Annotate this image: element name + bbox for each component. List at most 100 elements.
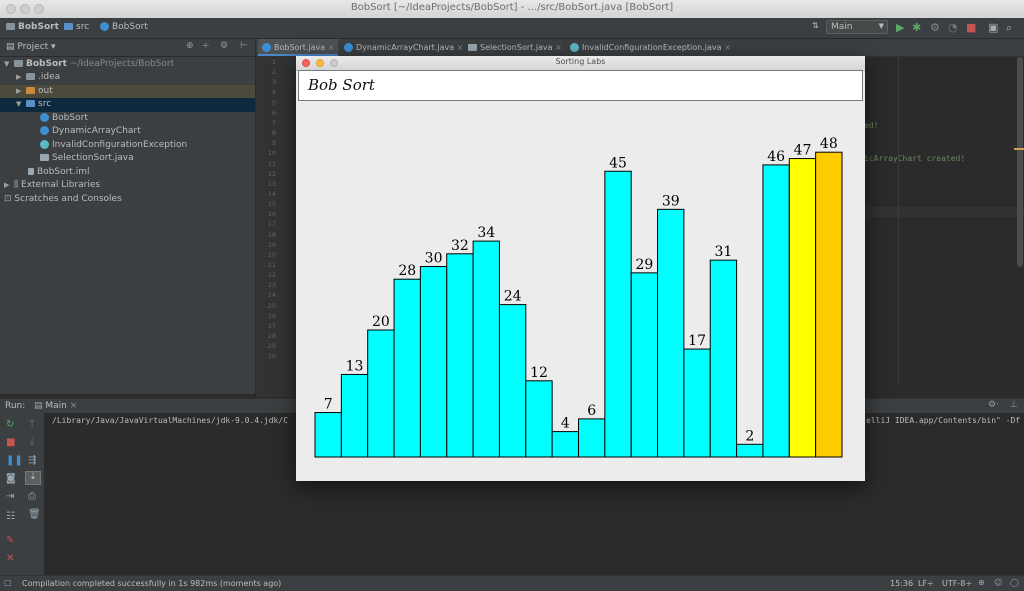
tree-item-scratches[interactable]: ⊡ Scratches and Consoles [4, 193, 122, 204]
bar [815, 151, 843, 458]
bar [393, 278, 421, 458]
gear-icon[interactable]: ⚙ [220, 41, 229, 51]
warning-marker[interactable] [1014, 148, 1024, 150]
bar [367, 329, 395, 458]
bar [551, 431, 579, 458]
console-command-tail: elliJ IDEA.app/Contents/bin" -Df [866, 416, 1021, 425]
target-icon[interactable]: ⊕ [186, 41, 194, 51]
tree-item-invalidconfigurationexception[interactable]: InvalidConfigurationException [0, 139, 255, 153]
run-config-select[interactable]: Main ▼ [826, 20, 888, 34]
build-icon[interactable]: ⇅ [812, 21, 819, 30]
line-number: 4 [271, 88, 276, 97]
inspector-icon[interactable]: ☺ [994, 578, 1003, 587]
line-number: 22 [267, 271, 276, 280]
tree-item-idea[interactable]: ▶ .idea [0, 71, 255, 85]
project-structure-icon[interactable]: ▣ [988, 21, 999, 34]
minimize-window-button[interactable] [316, 59, 324, 67]
event-log-icon[interactable]: ◯ [1010, 578, 1019, 587]
scroll-to-end-icon[interactable]: ⇣ [25, 471, 41, 485]
line-separator[interactable]: LF÷ [918, 579, 934, 588]
tree-root[interactable]: ▼ BobSort ~/IdeaProjects/BobSort [0, 58, 255, 72]
caret-position[interactable]: 15:36 [890, 579, 914, 588]
line-number: 20 [267, 250, 276, 259]
tab-dynamicarraychart[interactable]: DynamicArrayChart.java × [340, 39, 467, 56]
hide-panel-icon[interactable]: ⊥ [1010, 400, 1018, 410]
run-tab-main[interactable]: ▤ Main × [34, 401, 78, 411]
bar [419, 266, 448, 458]
breadcrumb-file[interactable]: BobSort [100, 22, 148, 32]
coverage-icon[interactable]: ⚙ [930, 21, 940, 34]
run-icon[interactable]: ▶ [896, 21, 905, 34]
folder-icon [64, 23, 73, 30]
debug-icon[interactable]: ✱ [912, 21, 922, 34]
lock-icon[interactable]: ⊕ [978, 578, 985, 587]
editor-scrollbar[interactable] [1017, 57, 1023, 267]
tab-bobsort[interactable]: BobSort.java × [258, 39, 339, 56]
close-tab-icon[interactable]: × [724, 43, 731, 52]
bar [736, 443, 764, 458]
collapse-icon[interactable]: ÷ [202, 41, 210, 51]
breadcrumb-project[interactable]: BobSort [6, 22, 59, 32]
zoom-window-button[interactable] [330, 59, 338, 67]
module-file-icon [28, 167, 34, 175]
project-panel: ▤ Project ▾ ⊕ ÷ ⚙ ⊢ ▼ BobSort ~/IdeaProje… [0, 39, 255, 394]
bar [525, 380, 553, 458]
tree-item-iml[interactable]: BobSort.iml [0, 166, 255, 180]
gear-icon[interactable]: ⚙· [988, 400, 999, 410]
bar [762, 164, 790, 458]
down-icon[interactable]: ↓ [28, 437, 37, 448]
line-number: 17 [267, 220, 276, 229]
close-window-button[interactable] [302, 59, 310, 67]
pause-icon[interactable]: ❚❚ [6, 455, 23, 466]
stop-icon[interactable]: ■ [966, 21, 977, 34]
close-tab-icon[interactable]: × [456, 43, 464, 52]
tree-item-external-libraries[interactable]: ▶ ⫼ External Libraries [0, 179, 255, 193]
zoom-window-button[interactable] [34, 4, 44, 14]
stop-icon[interactable]: ■ [6, 437, 16, 448]
hide-icon[interactable]: ⊢ [240, 41, 248, 51]
breadcrumb-src[interactable]: src [64, 22, 89, 32]
profile-icon[interactable]: ◔ [948, 21, 958, 34]
file-encoding[interactable]: UTF-8÷ [942, 579, 973, 588]
close-tab-icon[interactable]: × [555, 43, 562, 52]
exit-icon[interactable]: ⇥ [6, 491, 15, 502]
tree-item-src[interactable]: ▼ src [0, 98, 255, 112]
search-icon[interactable]: ⌕ [1006, 21, 1013, 34]
tree-item-dynamicarraychart[interactable]: DynamicArrayChart [0, 125, 255, 139]
tree-item-selectionsort[interactable]: SelectionSort.java [0, 152, 255, 166]
camera-icon[interactable]: ◙ [6, 473, 16, 484]
tab-invalidconfigurationexception[interactable]: InvalidConfigurationException.java × [566, 39, 735, 56]
collapsed-arrow-icon: ▶ [16, 73, 22, 81]
bar [340, 373, 369, 458]
bar-value-label: 24 [504, 289, 522, 305]
bar-value-label: 46 [767, 149, 785, 165]
tool-windows-icon[interactable]: ▢ [4, 578, 12, 587]
tree-item-out[interactable]: ▶ out [0, 84, 255, 98]
pin-icon[interactable]: ✎ [6, 535, 15, 546]
line-number: 9 [271, 139, 276, 148]
close-tab-icon[interactable]: × [69, 401, 78, 411]
print-icon[interactable]: ⎙ [28, 491, 36, 502]
tab-selectionsort[interactable]: SelectionSort.java × [464, 39, 566, 56]
up-icon[interactable]: ↑ [28, 419, 37, 430]
bar-value-label: 7 [324, 397, 333, 413]
soft-wrap-icon[interactable]: ⇶ [28, 455, 37, 466]
minimize-window-button[interactable] [20, 4, 30, 14]
bar-value-label: 31 [715, 244, 733, 260]
tree-item-bobsort[interactable]: BobSort [0, 112, 255, 126]
line-number: 15 [267, 200, 276, 209]
bar [788, 158, 817, 458]
project-view-select[interactable]: ▤ Project ▾ [6, 42, 56, 52]
bar-value-label: 4 [561, 416, 570, 432]
layout-icon[interactable]: ☷ [6, 511, 15, 522]
close-window-button[interactable] [6, 4, 16, 14]
line-number-gutter: 1 2 3 4 5 6 7 8 9 10 11 12 13 14 15 16 17 18 19 20 21 22 23 24 2… [256, 57, 298, 397]
trash-icon[interactable]: 🗑 [28, 509, 41, 520]
close-tab-icon[interactable]: × [327, 43, 335, 52]
line-number: 25 [267, 301, 276, 310]
line-number: 8 [271, 129, 276, 138]
rerun-icon[interactable]: ↻ [6, 419, 15, 430]
close-icon[interactable]: ✕ [6, 553, 15, 564]
bar [498, 304, 527, 458]
